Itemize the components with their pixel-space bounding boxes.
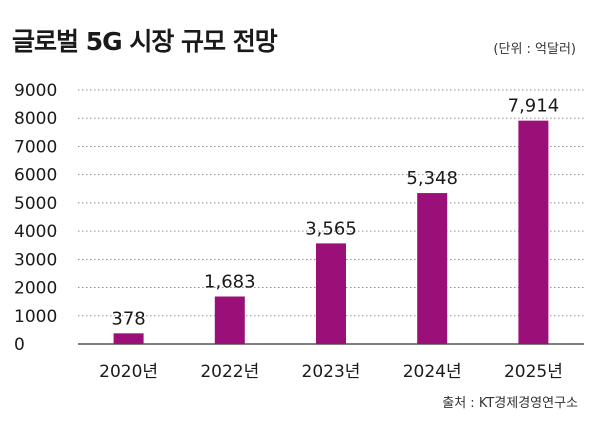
- y-tick-label: 7000: [14, 137, 57, 157]
- bar: [417, 193, 448, 344]
- bar-value-label: 7,914: [508, 96, 560, 117]
- x-tick-label: 2020년: [99, 362, 158, 382]
- y-tick-label: 5000: [14, 194, 57, 214]
- x-tick-label: 2022년: [200, 362, 259, 382]
- bar: [316, 243, 346, 344]
- x-tick-label: 2023년: [302, 362, 361, 382]
- y-tick-label: 2000: [14, 279, 57, 299]
- bar: [113, 333, 144, 344]
- bar-value-label: 5,348: [406, 168, 458, 189]
- x-tick-label: 2024년: [403, 362, 462, 382]
- bar-value-label: 1,683: [204, 272, 256, 293]
- x-tick-label: 2025년: [504, 362, 563, 382]
- bar: [518, 120, 549, 345]
- source-note: 출처 : KT경제경영연구소: [442, 396, 578, 411]
- y-tick-label: 8000: [14, 109, 57, 129]
- bar-value-label: 378: [111, 308, 145, 329]
- y-tick-label: 6000: [14, 166, 57, 186]
- y-tick-label: 4000: [14, 222, 57, 242]
- y-tick-label: 3000: [14, 250, 57, 270]
- bar-value-label: 3,565: [305, 218, 357, 239]
- bar: [214, 296, 245, 344]
- y-tick-label: 0: [14, 335, 25, 355]
- y-tick-label: 9000: [14, 81, 57, 101]
- chart-title: 글로벌 5G 시장 규모 전망: [12, 27, 278, 56]
- unit-label: (단위 : 억달러): [493, 42, 576, 57]
- y-tick-label: 1000: [14, 307, 57, 327]
